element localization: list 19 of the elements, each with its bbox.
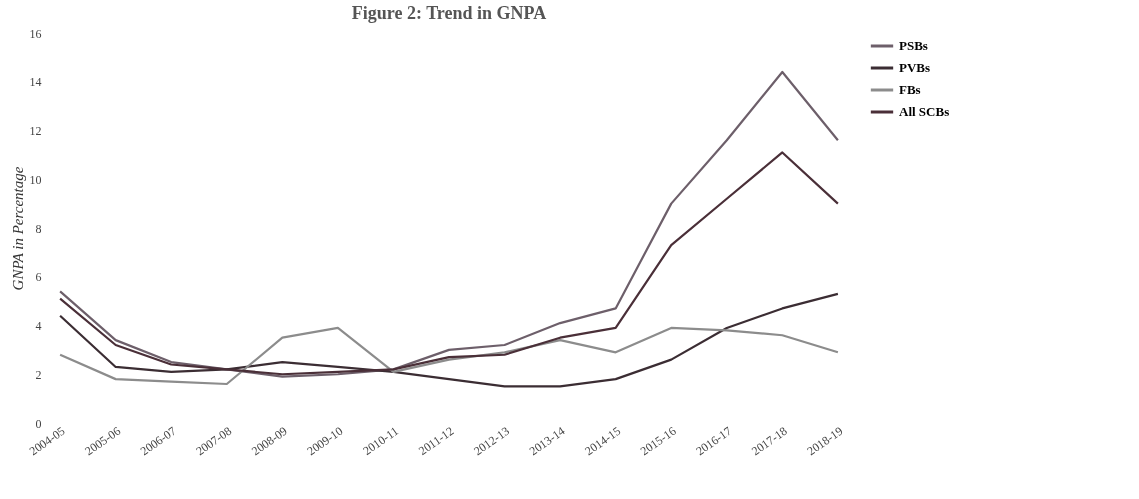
legend-label: PSBs: [899, 38, 928, 53]
y-tick-label: 10: [29, 172, 42, 187]
y-tick-label: 12: [29, 124, 42, 138]
y-tick-label: 8: [35, 221, 42, 236]
line-series: [59, 292, 839, 388]
y-tick-label: 6: [35, 270, 42, 285]
line-series: [59, 326, 839, 386]
line-series: [59, 151, 839, 376]
y-tick-label: 0: [35, 416, 42, 431]
y-axis-title: GNPA in Percentage: [9, 166, 26, 291]
y-tick-label: 2: [35, 367, 42, 382]
legend-label: FBs: [899, 82, 921, 97]
y-tick-label: 4: [35, 319, 42, 333]
y-tick-label: 16: [29, 26, 42, 41]
legend-label: PVBs: [899, 60, 931, 75]
chart-title: Figure 2: Trend in GNPA: [351, 3, 547, 23]
line-series: [59, 70, 839, 378]
legend-label: All SCBs: [899, 104, 950, 119]
y-tick-label: 14: [29, 75, 42, 90]
